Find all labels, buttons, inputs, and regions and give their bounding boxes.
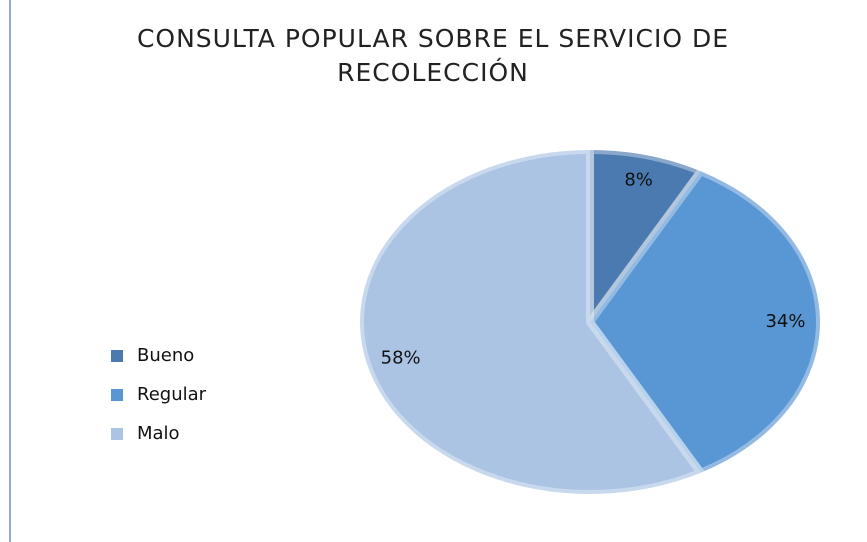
legend-swatch	[111, 428, 123, 440]
chart-title: CONSULTA POPULAR SOBRE EL SERVICIO DE RE…	[136, 24, 730, 87]
data-label: 8%	[624, 169, 653, 190]
legend-label: Regular	[137, 384, 207, 405]
pie-slice	[586, 146, 705, 326]
legend-swatch	[111, 350, 123, 362]
pie-slice	[586, 167, 824, 477]
legend-swatch	[111, 389, 123, 401]
data-label: 34%	[765, 311, 805, 332]
pie-slice	[356, 146, 705, 498]
legend-label: Malo	[137, 423, 180, 444]
legend-label: Bueno	[137, 345, 194, 366]
data-label: 58%	[381, 347, 421, 368]
